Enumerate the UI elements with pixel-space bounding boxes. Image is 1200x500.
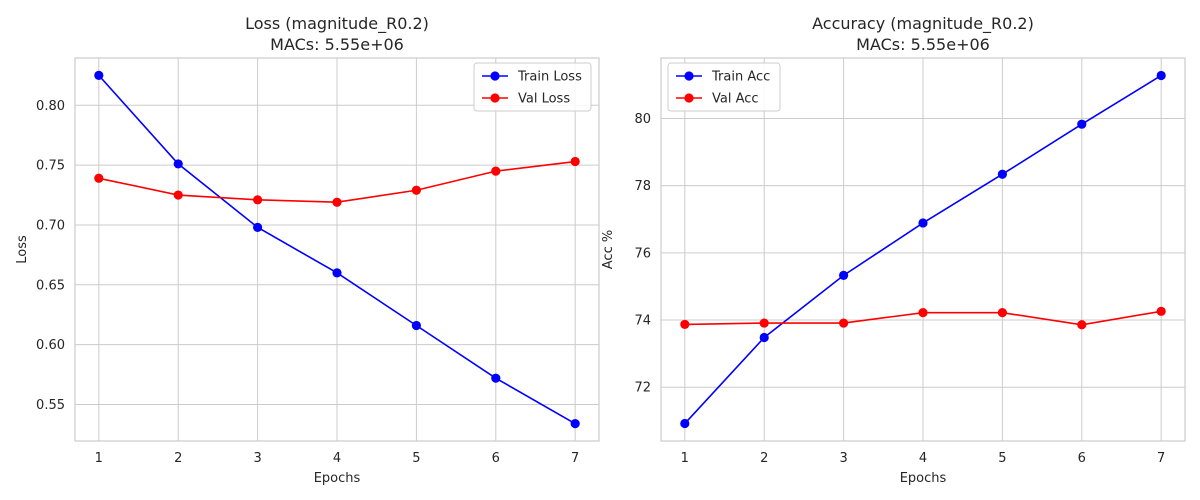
- y-tick-label: 76: [634, 246, 651, 261]
- x-tick-label: 5: [998, 451, 1006, 466]
- chart-title: Accuracy (magnitude_R0.2): [812, 14, 1034, 34]
- y-tick-label: 0.55: [36, 398, 65, 413]
- data-point: [94, 173, 104, 183]
- y-tick-label: 0.70: [36, 218, 65, 233]
- data-point: [253, 222, 263, 232]
- y-tick-label: 0.65: [36, 278, 65, 293]
- data-point: [491, 166, 501, 176]
- data-point: [411, 185, 421, 195]
- y-axis-label: Acc %: [601, 230, 616, 269]
- x-tick-label: 1: [681, 451, 689, 466]
- x-tick-label: 3: [839, 451, 847, 466]
- data-point: [570, 419, 580, 429]
- legend-label: Train Loss: [517, 70, 582, 85]
- x-tick-label: 1: [95, 451, 103, 466]
- data-point: [1077, 320, 1087, 330]
- legend-marker: [684, 93, 694, 103]
- data-point: [411, 320, 421, 331]
- x-tick-label: 7: [571, 451, 579, 466]
- x-tick-label: 4: [333, 451, 341, 466]
- x-axis-label: Epochs: [314, 471, 361, 486]
- data-point: [332, 197, 342, 207]
- data-point: [839, 270, 849, 280]
- x-tick-label: 6: [492, 451, 500, 466]
- data-point: [759, 332, 769, 343]
- plot-frame: [74, 57, 600, 442]
- plot-frame: [660, 57, 1186, 442]
- data-point: [918, 308, 928, 318]
- series-train-acc: [680, 70, 1166, 429]
- legend: Train Acc Val Acc: [667, 62, 781, 112]
- legend-label: Train Acc: [711, 70, 770, 85]
- x-axis-label: Epochs: [900, 471, 947, 486]
- chart-title: Loss (magnitude_R0.2): [245, 14, 429, 34]
- x-tick-label: 5: [412, 451, 420, 466]
- data-point: [173, 159, 183, 169]
- data-point: [491, 373, 501, 383]
- y-tick-label: 74: [634, 314, 651, 329]
- chart-1: 1 2 3 4 5 6 7 0.55 0.60 0.65 0.70 0.75 0.80 Loss (mag…: [15, 14, 600, 486]
- chart-subtitle: MACs: 5.55e+06: [270, 35, 404, 54]
- data-point: [1156, 70, 1166, 81]
- y-tick-label: 80: [634, 112, 651, 127]
- legend-entry: Val Acc: [676, 92, 759, 107]
- data-point: [997, 308, 1007, 318]
- y-tick-label: 0.75: [36, 159, 65, 174]
- chart-subtitle: MACs: 5.55e+06: [856, 35, 990, 54]
- data-point: [1077, 119, 1087, 129]
- legend: Train Loss Val Loss: [473, 62, 592, 112]
- x-tick-label: 2: [760, 451, 768, 466]
- x-tick-label: 2: [174, 451, 182, 466]
- y-tick-label: 0.80: [36, 99, 65, 114]
- data-point: [839, 318, 849, 328]
- data-point: [253, 195, 263, 205]
- chart-2: 1 2 3 4 5 6 7 72 74 76 78 80 Accuracy (magnitude_R0.…: [601, 14, 1186, 486]
- x-tick-label: 3: [253, 451, 261, 466]
- data-point: [997, 169, 1007, 179]
- x-tick-label: 6: [1078, 451, 1086, 466]
- data-point: [1156, 306, 1166, 316]
- data-point: [680, 319, 690, 330]
- legend-label: Val Loss: [518, 92, 570, 107]
- data-point: [332, 268, 342, 278]
- y-tick-label: 72: [634, 381, 651, 396]
- data-point: [173, 190, 183, 200]
- legend-label: Val Acc: [712, 92, 759, 107]
- legend-marker: [684, 71, 694, 81]
- series-val-acc: [680, 306, 1166, 330]
- legend-box: [473, 62, 592, 112]
- data-point: [759, 318, 769, 328]
- y-tick-label: 78: [634, 179, 651, 194]
- data-point: [570, 156, 580, 167]
- legend-marker: [490, 93, 500, 103]
- series-train-loss: [94, 70, 580, 429]
- y-axis-label: Loss: [15, 235, 30, 264]
- y-tick-label: 0.60: [36, 338, 65, 353]
- legend-entry: Train Acc: [676, 70, 770, 85]
- legend-marker: [490, 71, 500, 81]
- series-val-loss: [94, 156, 580, 207]
- x-tick-label: 7: [1157, 451, 1165, 466]
- legend-box: [667, 62, 781, 112]
- legend-entry: Train Loss: [482, 70, 582, 85]
- data-point: [94, 70, 104, 80]
- x-tick-label: 4: [919, 451, 927, 466]
- data-point: [680, 418, 690, 429]
- legend-entry: Val Loss: [482, 92, 570, 107]
- data-point: [918, 218, 928, 228]
